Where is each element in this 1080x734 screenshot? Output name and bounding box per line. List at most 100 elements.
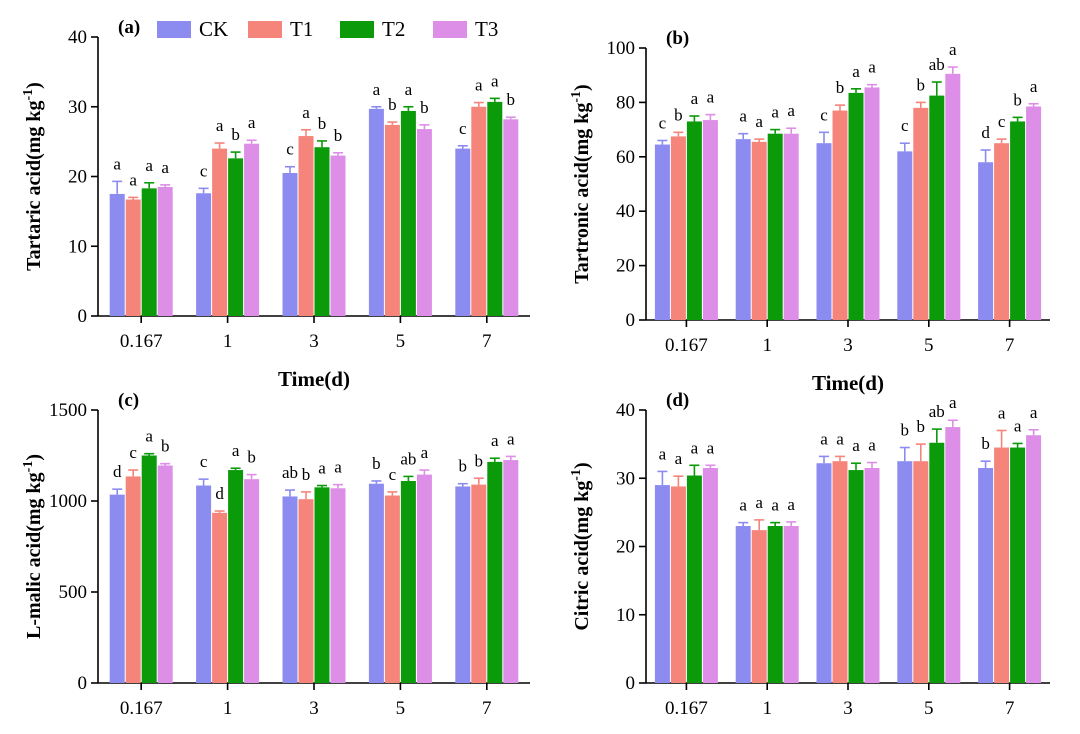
bar-ck [978, 162, 994, 320]
bar-t1 [670, 136, 686, 320]
panel-label: (b) [666, 28, 689, 49]
significance-letter: a [691, 89, 699, 108]
bar-t3 [864, 87, 880, 320]
bar-t1 [384, 495, 400, 683]
x-tick-label: 7 [1005, 335, 1015, 356]
significance-letter: a [507, 429, 515, 448]
y-tick-label: 0 [78, 673, 88, 694]
y-tick-label: 0 [78, 306, 88, 327]
y-tick-label: 100 [607, 38, 636, 59]
bar-t2 [686, 121, 702, 320]
significance-letter: c [129, 443, 137, 462]
significance-letter: a [949, 40, 957, 59]
bar-t1 [751, 141, 767, 320]
significance-letter: c [200, 161, 208, 180]
bar-t3 [945, 427, 961, 683]
bar-t2 [929, 95, 945, 320]
bar-ck [897, 461, 913, 683]
significance-letter: b [901, 421, 910, 440]
bar-ck [282, 173, 298, 316]
bar-t2 [141, 455, 157, 683]
significance-letter: b [917, 75, 926, 94]
x-tick-label: 3 [309, 331, 319, 352]
bar-t3 [416, 474, 432, 683]
y-tick-label: 20 [616, 256, 635, 277]
significance-letter: a [739, 107, 747, 126]
y-axis-label: Tartronic acid(mg kg-1) [569, 84, 593, 283]
significance-letter: a [373, 80, 381, 99]
x-tick-label: 0.167 [665, 698, 708, 719]
bar-t1 [298, 136, 314, 316]
bar-t2 [400, 480, 416, 683]
significance-letter: a [334, 458, 342, 477]
significance-letter: b [420, 98, 429, 117]
bar-ck [735, 526, 751, 683]
significance-letter: a [868, 58, 876, 77]
significance-letter: c [286, 140, 294, 159]
x-tick-label: 1 [762, 335, 772, 356]
x-tick-label: 0.167 [120, 331, 163, 352]
bar-t3 [702, 120, 718, 320]
bar-ck [455, 486, 471, 683]
significance-letter: b [388, 95, 397, 114]
y-tick-label: 1500 [49, 400, 87, 421]
significance-letter: a [868, 436, 876, 455]
bar-t3 [503, 460, 519, 683]
significance-letter: b [247, 448, 256, 467]
significance-letter: c [459, 119, 467, 138]
bar-t1 [994, 447, 1010, 683]
chart-panel: 0 10 20 30 40 Tartaric acid(mg kg-1) (a) 0.167 a… [21, 17, 530, 391]
y-tick-label: 60 [616, 147, 635, 168]
y-tick-label: 40 [68, 27, 87, 48]
significance-letter: a [836, 429, 844, 448]
x-tick-label: 5 [396, 331, 406, 352]
bar-ck [816, 143, 832, 320]
significance-letter: a [129, 170, 137, 189]
significance-letter: c [820, 105, 828, 124]
significance-letter: b [1013, 90, 1022, 109]
y-tick-label: 20 [68, 167, 87, 188]
significance-letter: b [459, 457, 468, 476]
significance-letter: a [113, 154, 121, 173]
bar-t3 [416, 129, 432, 316]
y-axis-label: Citric acid(mg kg-1) [569, 462, 593, 630]
bar-t2 [1010, 121, 1026, 320]
y-tick-label: 30 [616, 468, 635, 489]
significance-letter: b [334, 126, 343, 145]
significance-letter: a [755, 112, 763, 131]
legend-label-t1: T1 [290, 17, 313, 41]
bar-t2 [929, 442, 945, 683]
significance-letter: d [981, 123, 990, 142]
bar-t1 [913, 107, 929, 320]
significance-letter: b [475, 451, 484, 470]
bar-t1 [212, 512, 228, 683]
significance-letter: a [707, 438, 715, 457]
legend-swatch-ck [157, 21, 191, 38]
bar-ck [654, 144, 670, 320]
bar-t2 [767, 133, 783, 320]
significance-letter: a [675, 449, 683, 468]
bar-t2 [228, 470, 244, 683]
bar-t3 [244, 479, 260, 683]
significance-letter: b [161, 437, 170, 456]
significance-letter: a [421, 443, 429, 462]
x-tick-label: 0.167 [120, 698, 163, 719]
bar-t1 [384, 124, 400, 316]
significance-letter: a [475, 76, 483, 95]
bar-t2 [400, 110, 416, 316]
significance-letter: a [755, 493, 763, 512]
bar-t1 [298, 499, 314, 683]
significance-letter: a [707, 88, 715, 107]
y-tick-label: 1000 [49, 491, 87, 512]
significance-letter: b [674, 105, 683, 124]
significance-letter: a [161, 158, 169, 177]
significance-letter: a [302, 103, 310, 122]
significance-letter: a [1030, 77, 1038, 96]
significance-letter: b [318, 114, 327, 133]
significance-letter: b [836, 78, 845, 97]
significance-letter: a [405, 80, 413, 99]
y-tick-label: 40 [616, 400, 635, 421]
significance-letter: b [507, 90, 516, 109]
bar-t3 [330, 155, 346, 316]
